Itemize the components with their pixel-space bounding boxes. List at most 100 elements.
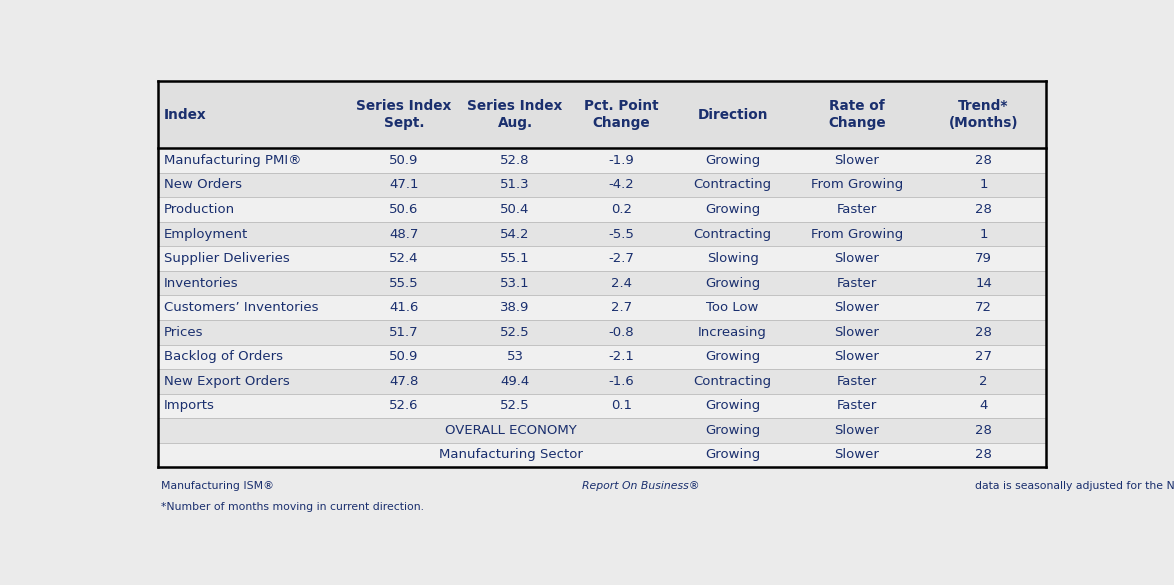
Text: Slower: Slower bbox=[835, 252, 879, 265]
Text: Pct. Point
Change: Pct. Point Change bbox=[585, 99, 659, 130]
Text: Faster: Faster bbox=[837, 203, 877, 216]
Text: -1.6: -1.6 bbox=[609, 375, 634, 388]
Text: Report On Business®: Report On Business® bbox=[582, 481, 700, 491]
Text: 2.4: 2.4 bbox=[612, 277, 632, 290]
Text: 51.3: 51.3 bbox=[500, 178, 529, 191]
Text: 52.5: 52.5 bbox=[500, 400, 529, 412]
Text: 1: 1 bbox=[979, 228, 987, 240]
Text: 52.5: 52.5 bbox=[500, 326, 529, 339]
Text: Slower: Slower bbox=[835, 424, 879, 437]
Text: Direction: Direction bbox=[697, 108, 768, 122]
Text: 28: 28 bbox=[976, 449, 992, 462]
Text: 79: 79 bbox=[976, 252, 992, 265]
Text: From Growing: From Growing bbox=[811, 178, 903, 191]
Text: 72: 72 bbox=[976, 301, 992, 314]
Bar bbox=[157, 246, 1046, 271]
Text: 28: 28 bbox=[976, 154, 992, 167]
Text: 28: 28 bbox=[976, 424, 992, 437]
Text: Imports: Imports bbox=[164, 400, 215, 412]
Text: Slower: Slower bbox=[835, 326, 879, 339]
Text: Inventories: Inventories bbox=[164, 277, 238, 290]
Text: 53.1: 53.1 bbox=[500, 277, 529, 290]
Text: -5.5: -5.5 bbox=[608, 228, 635, 240]
Text: Employment: Employment bbox=[164, 228, 248, 240]
Bar bbox=[157, 81, 1046, 148]
Text: 50.4: 50.4 bbox=[500, 203, 529, 216]
Bar bbox=[157, 295, 1046, 320]
Text: 47.8: 47.8 bbox=[390, 375, 419, 388]
Text: Contracting: Contracting bbox=[694, 228, 771, 240]
Text: Growing: Growing bbox=[706, 400, 761, 412]
Text: 50.9: 50.9 bbox=[390, 154, 419, 167]
Text: 27: 27 bbox=[976, 350, 992, 363]
Text: From Growing: From Growing bbox=[811, 228, 903, 240]
Text: 54.2: 54.2 bbox=[500, 228, 529, 240]
Text: Faster: Faster bbox=[837, 277, 877, 290]
Text: Growing: Growing bbox=[706, 449, 761, 462]
Text: Manufacturing ISM®: Manufacturing ISM® bbox=[161, 481, 278, 491]
Text: 38.9: 38.9 bbox=[500, 301, 529, 314]
Text: Too Low: Too Low bbox=[707, 301, 758, 314]
Text: -2.1: -2.1 bbox=[608, 350, 635, 363]
Text: Series Index
Sept.: Series Index Sept. bbox=[357, 99, 452, 130]
Text: 50.9: 50.9 bbox=[390, 350, 419, 363]
Text: Faster: Faster bbox=[837, 400, 877, 412]
Text: Contracting: Contracting bbox=[694, 375, 771, 388]
Bar bbox=[157, 418, 1046, 443]
Bar bbox=[157, 222, 1046, 246]
Text: 2: 2 bbox=[979, 375, 987, 388]
Text: Growing: Growing bbox=[706, 424, 761, 437]
Text: 2.7: 2.7 bbox=[612, 301, 633, 314]
Bar bbox=[157, 369, 1046, 394]
Bar bbox=[157, 148, 1046, 173]
Text: -2.7: -2.7 bbox=[608, 252, 635, 265]
Text: Slower: Slower bbox=[835, 350, 879, 363]
Text: 52.8: 52.8 bbox=[500, 154, 529, 167]
Text: Contracting: Contracting bbox=[694, 178, 771, 191]
Text: Slowing: Slowing bbox=[707, 252, 758, 265]
Text: 52.6: 52.6 bbox=[390, 400, 419, 412]
Text: Rate of
Change: Rate of Change bbox=[828, 99, 886, 130]
Text: 55.1: 55.1 bbox=[500, 252, 529, 265]
Bar bbox=[157, 320, 1046, 345]
Text: -1.9: -1.9 bbox=[609, 154, 634, 167]
Text: -0.8: -0.8 bbox=[609, 326, 634, 339]
Text: Manufacturing Sector: Manufacturing Sector bbox=[439, 449, 582, 462]
Text: 53: 53 bbox=[507, 350, 524, 363]
Text: Increasing: Increasing bbox=[699, 326, 767, 339]
Text: Prices: Prices bbox=[164, 326, 203, 339]
Bar bbox=[157, 394, 1046, 418]
Text: -4.2: -4.2 bbox=[609, 178, 634, 191]
Text: Slower: Slower bbox=[835, 154, 879, 167]
Text: 28: 28 bbox=[976, 203, 992, 216]
Text: Slower: Slower bbox=[835, 301, 879, 314]
Text: Growing: Growing bbox=[706, 154, 761, 167]
Text: Growing: Growing bbox=[706, 277, 761, 290]
Text: data is seasonally adjusted for the New Orders, Production, Employment and Inven: data is seasonally adjusted for the New … bbox=[967, 481, 1174, 491]
Text: Supplier Deliveries: Supplier Deliveries bbox=[164, 252, 290, 265]
Text: Growing: Growing bbox=[706, 203, 761, 216]
Text: Faster: Faster bbox=[837, 375, 877, 388]
Text: OVERALL ECONOMY: OVERALL ECONOMY bbox=[445, 424, 576, 437]
Bar bbox=[157, 173, 1046, 197]
Text: 4: 4 bbox=[979, 400, 987, 412]
Text: 50.6: 50.6 bbox=[390, 203, 419, 216]
Bar bbox=[157, 197, 1046, 222]
Text: 55.5: 55.5 bbox=[390, 277, 419, 290]
Text: *Number of months moving in current direction.: *Number of months moving in current dire… bbox=[161, 503, 424, 512]
Text: 1: 1 bbox=[979, 178, 987, 191]
Text: 41.6: 41.6 bbox=[390, 301, 419, 314]
Text: Slower: Slower bbox=[835, 449, 879, 462]
Bar bbox=[157, 443, 1046, 467]
Text: Index: Index bbox=[164, 108, 207, 122]
Text: Production: Production bbox=[164, 203, 235, 216]
Text: Series Index
Aug.: Series Index Aug. bbox=[467, 99, 562, 130]
Text: 28: 28 bbox=[976, 326, 992, 339]
Text: 52.4: 52.4 bbox=[390, 252, 419, 265]
Text: 14: 14 bbox=[976, 277, 992, 290]
Text: Trend*
(Months): Trend* (Months) bbox=[949, 99, 1018, 130]
Text: 48.7: 48.7 bbox=[390, 228, 419, 240]
Text: 51.7: 51.7 bbox=[390, 326, 419, 339]
Text: 47.1: 47.1 bbox=[390, 178, 419, 191]
Text: Customers’ Inventories: Customers’ Inventories bbox=[164, 301, 318, 314]
